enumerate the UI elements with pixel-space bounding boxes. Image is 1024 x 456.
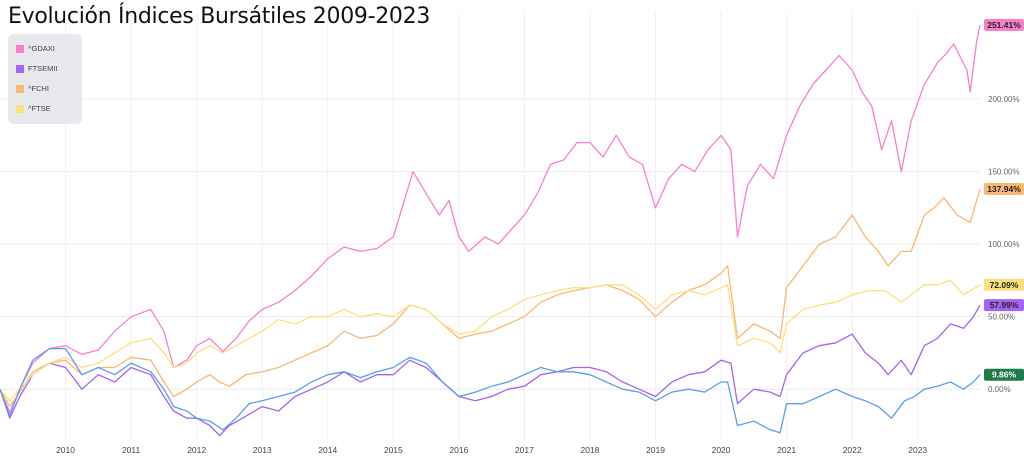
x-tick-label: 2014: [318, 445, 337, 455]
x-tick-label: 2013: [253, 445, 272, 455]
legend-swatch: [16, 65, 24, 73]
grid-lines: [0, 12, 980, 440]
x-tick-label: 2019: [646, 445, 665, 455]
x-tick-label: 2018: [581, 445, 600, 455]
series-line: [0, 279, 981, 402]
series-line: [0, 24, 981, 414]
legend-swatch: [16, 45, 24, 53]
legend-label: ^GDAXI: [28, 44, 55, 53]
y-tick-label: 0.00%: [988, 385, 1011, 394]
legend: ^GDAXI FTSEMII ^FCHI ^FTSE: [8, 34, 82, 124]
series-line: [0, 347, 981, 434]
end-label-bg: [984, 19, 1024, 32]
series-line: [0, 304, 981, 437]
x-tick-label: 2011: [122, 445, 141, 455]
end-label: 57.99%: [990, 300, 1019, 310]
x-tick-label: 2010: [56, 445, 75, 455]
y-tick-label: 200.00%: [988, 95, 1020, 104]
legend-swatch: [16, 105, 24, 113]
x-tick-label: 2015: [384, 445, 403, 455]
legend-label: ^FTSE: [28, 104, 51, 113]
x-tick-label: 2012: [187, 445, 206, 455]
y-axis-ticks: 0.00% 50.00% 100.00% 150.00% 200.00%: [988, 95, 1020, 394]
legend-item: ^GDAXI: [16, 44, 55, 54]
series-line: [0, 188, 981, 408]
x-axis-ticks: 2010 2011 2012 2013 2014 2015 2016 2017 2018 2019…: [56, 445, 927, 455]
y-tick-label: 100.00%: [988, 240, 1020, 249]
x-tick-label: 2021: [777, 445, 796, 455]
x-tick-label: 2022: [843, 445, 862, 455]
end-label: 9.86%: [992, 370, 1017, 380]
legend-swatch: [16, 85, 24, 93]
end-labels: 251.41% 57.99% 137.94% 72.09% 9.86%: [984, 19, 1024, 381]
end-label: 251.41%: [987, 20, 1021, 30]
y-tick-label: 150.00%: [988, 168, 1020, 177]
x-tick-label: 2016: [449, 445, 468, 455]
end-label-bg: [984, 299, 1024, 312]
legend-item: ^FTSE: [16, 104, 51, 114]
x-tick-label: 2020: [712, 445, 731, 455]
end-label-bg: [984, 183, 1024, 196]
end-label-bg: [984, 278, 1024, 291]
chart-title: Evolución Índices Bursátiles 2009-2023: [8, 4, 431, 29]
legend-item: FTSEMII: [16, 64, 58, 74]
x-tick-label: 2023: [908, 445, 927, 455]
x-tick-label: 2017: [515, 445, 534, 455]
end-label: 72.09%: [990, 280, 1019, 290]
end-label: 137.94%: [987, 184, 1021, 194]
end-label-bg: [984, 368, 1024, 381]
legend-label: FTSEMII: [28, 64, 58, 73]
legend-label: ^FCHI: [28, 84, 50, 93]
y-tick-label: 50.00%: [988, 313, 1015, 322]
series-lines: [0, 24, 981, 437]
legend-item: ^FCHI: [16, 84, 50, 94]
